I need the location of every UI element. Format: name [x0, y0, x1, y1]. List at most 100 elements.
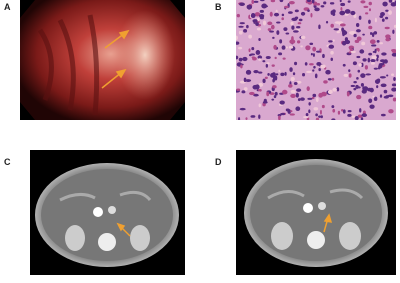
cell [376, 57, 379, 62]
cell [249, 91, 255, 96]
cell [360, 83, 364, 87]
cell [270, 0, 276, 3]
cell [337, 110, 341, 115]
cell [373, 67, 378, 70]
cell [258, 88, 261, 92]
cell [245, 117, 248, 120]
cell [359, 49, 365, 54]
cell [300, 97, 305, 101]
cell [311, 96, 315, 100]
cell [290, 21, 294, 26]
cell [341, 27, 345, 32]
cell [353, 80, 357, 84]
cell [388, 109, 394, 114]
cell [391, 83, 396, 87]
cell [291, 25, 295, 30]
cell [253, 93, 259, 97]
cell [274, 91, 278, 96]
cell [330, 23, 334, 28]
cell [347, 0, 351, 3]
cell [368, 8, 371, 12]
cell [348, 69, 351, 73]
cell [318, 92, 323, 98]
cell [293, 30, 299, 33]
cell [385, 37, 391, 42]
cell [328, 44, 335, 49]
cell [351, 115, 356, 118]
ct-image [236, 150, 396, 275]
cell [239, 107, 246, 111]
cell [259, 9, 265, 13]
cell [360, 117, 364, 120]
cell [253, 70, 259, 74]
cell [365, 12, 369, 15]
cell [327, 78, 332, 81]
cell [288, 45, 294, 49]
cell [272, 85, 277, 89]
cell [364, 65, 368, 70]
cell [278, 52, 283, 56]
cell [238, 25, 244, 28]
cell [319, 109, 322, 115]
histology-image [236, 0, 396, 120]
cell [266, 91, 270, 97]
cell [306, 0, 311, 3]
cell [258, 103, 262, 108]
cell [256, 27, 261, 31]
cell [390, 2, 396, 7]
cell [323, 80, 328, 84]
cell [307, 97, 313, 100]
cell [385, 9, 389, 12]
cell [367, 87, 373, 92]
cell [339, 23, 346, 27]
cell [314, 73, 318, 79]
cell [339, 0, 342, 3]
cell [379, 42, 383, 45]
cell [245, 79, 252, 82]
cell [294, 61, 298, 66]
cell [282, 89, 288, 95]
cell [369, 104, 375, 109]
panel-label: A [4, 2, 11, 12]
cell [362, 58, 367, 62]
cell [328, 40, 333, 43]
cell [242, 56, 248, 62]
cell [306, 86, 310, 92]
cell [318, 115, 322, 118]
cell [347, 113, 352, 117]
cell [309, 63, 314, 66]
cell [243, 87, 248, 91]
cell [358, 15, 362, 20]
cell [290, 76, 295, 82]
cell [257, 55, 263, 59]
cell [323, 1, 327, 5]
cell [363, 5, 369, 9]
cell [284, 5, 289, 9]
cell [353, 33, 357, 38]
cell [331, 105, 335, 109]
cell [312, 69, 315, 72]
cell [391, 73, 395, 77]
cell [289, 67, 293, 72]
cell [269, 11, 273, 17]
cell [380, 113, 386, 117]
cell [327, 89, 333, 95]
cell [391, 87, 396, 92]
cell [273, 95, 277, 99]
cell [249, 53, 252, 57]
cell [245, 69, 252, 75]
cell [296, 88, 302, 92]
cell [294, 9, 299, 13]
cell [297, 22, 302, 25]
cell [383, 95, 389, 99]
cell [292, 72, 296, 76]
cell [358, 63, 362, 67]
cell [393, 77, 396, 82]
cell [331, 118, 336, 120]
cell [356, 55, 361, 59]
cell [332, 39, 335, 42]
cell [368, 1, 372, 6]
cell [236, 13, 240, 18]
cell [253, 0, 259, 3]
